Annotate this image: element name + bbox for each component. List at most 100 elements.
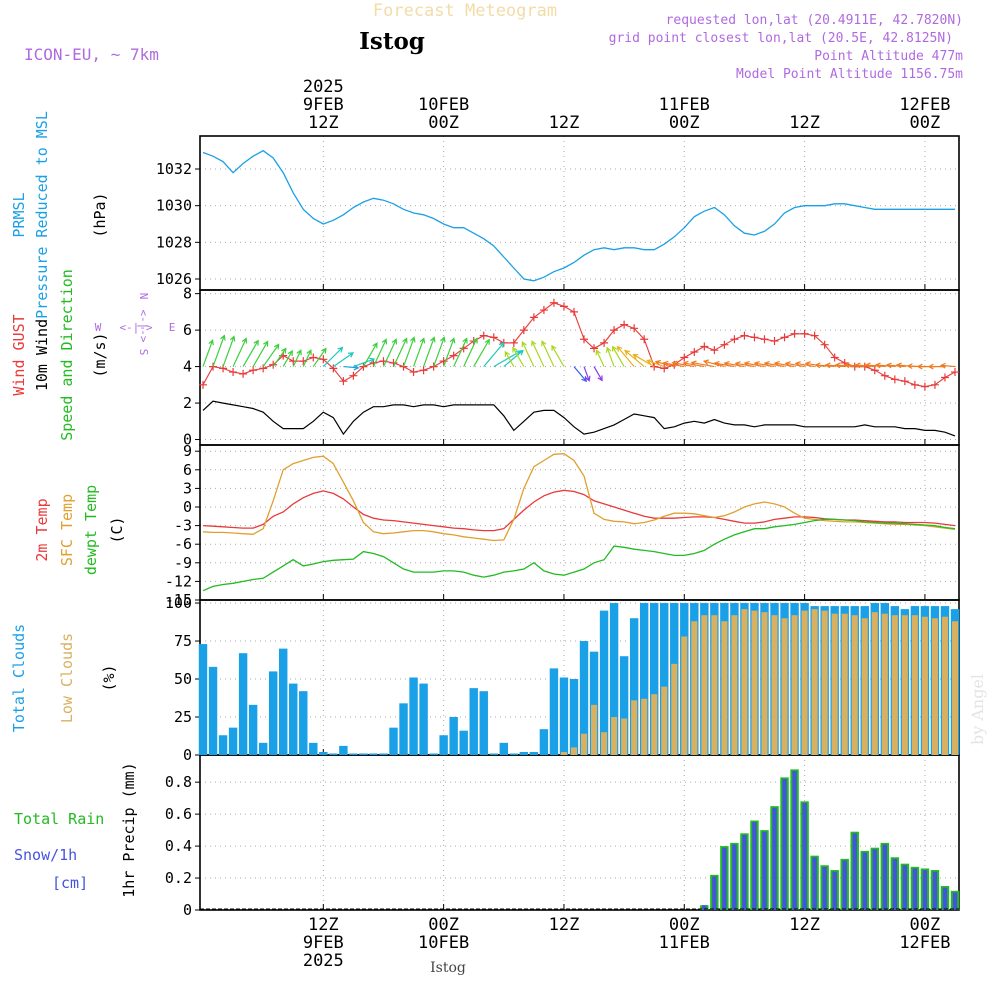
panel-label: Speed and Direction [58, 269, 76, 441]
wind-direction-arrow [222, 335, 236, 367]
panel-label: Pressure Reduced to MSL [33, 111, 51, 319]
wind-direction-arrow [885, 362, 905, 369]
wind-direction-arrow [773, 360, 795, 368]
total-cloud-bar [389, 727, 398, 755]
wind-direction-arrow [232, 337, 248, 367]
snow-bar [902, 865, 908, 910]
ytick-label: 0 [183, 431, 192, 449]
total-cloud-bar [369, 753, 378, 755]
gust-point [339, 377, 348, 386]
wind-direction-arrow [874, 362, 895, 369]
pressure-series [202, 149, 955, 282]
total-cloud-bar [609, 603, 619, 755]
total-cloud-bar [329, 753, 338, 755]
ytick-label: 1032 [156, 160, 192, 178]
wind-direction-arrow [616, 345, 635, 367]
location-title: Istog [359, 28, 425, 55]
total-cloud-bar [309, 742, 318, 755]
compass-h: <-|-> [119, 321, 152, 334]
wind-direction-arrow [212, 334, 226, 367]
total-cloud-bar [459, 730, 468, 755]
low-cloud-bar [711, 615, 718, 755]
wind-direction-arrow [784, 361, 805, 368]
snow-bar [862, 852, 867, 910]
wind-direction-arrow [605, 346, 615, 367]
total-cloud-bar [639, 603, 649, 755]
panel-label: Total Clouds [10, 624, 28, 732]
precip-label-snow: Snow/1h [14, 846, 77, 864]
bottom-time-label: 11FEB [659, 933, 710, 953]
gridpoint-coords: grid point closest lon,lat (20.5E, 42.81… [609, 31, 953, 46]
panel-label: Wind GUST [10, 314, 28, 395]
gust-line [202, 302, 956, 388]
gust-point [660, 364, 669, 373]
temperature-line-2 [202, 518, 956, 592]
snow-bar [872, 849, 877, 910]
ytick-label: 6 [183, 321, 192, 339]
ytick-label: -6 [174, 535, 192, 553]
low-cloud-bar [691, 621, 698, 755]
gust-point [519, 326, 528, 335]
total-cloud-bar [349, 753, 358, 755]
snow-bar [952, 892, 958, 910]
wind-direction-arrow [854, 362, 875, 369]
low-cloud-bar [821, 610, 828, 755]
snow-bar [752, 822, 757, 910]
point-altitude: Point Altitude 477m [814, 49, 963, 64]
panel-frame [199, 754, 960, 911]
snow-bar [782, 778, 787, 910]
wind-direction-arrow [753, 360, 775, 368]
snow-bar [802, 802, 807, 910]
total-cloud-bar [248, 704, 258, 755]
gust-point [770, 337, 779, 346]
panel-label: PRMSL [10, 192, 28, 237]
footer-location: Istog [430, 960, 466, 976]
wind-direction-arrow [541, 340, 555, 367]
wind-direction-arrow [632, 353, 655, 368]
compass-v: <-|-> [137, 309, 150, 342]
snow-bar [832, 871, 837, 910]
panel-label: dewpt Temp [82, 485, 100, 575]
ytick-label: 8 [183, 285, 192, 303]
gust-point [800, 329, 809, 338]
low-cloud-bar [731, 615, 738, 755]
total-cloud-bar [449, 717, 458, 755]
low-cloud-bar [911, 615, 918, 755]
gust-point [229, 368, 238, 377]
total-cloud-bar [379, 753, 388, 755]
total-cloud-bar [319, 751, 328, 755]
wind-direction-arrow [292, 349, 302, 367]
total-cloud-bar [198, 644, 208, 755]
wind-direction-arrow [312, 347, 327, 367]
gust-point [439, 357, 448, 366]
ytick-label: 6 [183, 461, 192, 479]
wind-direction-arrow [794, 361, 815, 368]
low-cloud-bar [681, 636, 688, 755]
bottom-time-label: 2025 [303, 951, 344, 971]
wind-direction-arrow [392, 337, 408, 367]
low-cloud-bar [761, 612, 768, 755]
panel-label: (hPa) [91, 192, 109, 237]
low-cloud-bar [951, 621, 959, 755]
gust-point [820, 340, 829, 349]
snow-bar [792, 770, 797, 910]
wind-direction-arrow [412, 337, 426, 367]
gust-point [680, 353, 689, 362]
total-cloud-bar [289, 683, 298, 755]
labels-temp: 2m Temp SFC Temp dewpt Temp (C) [33, 485, 126, 575]
gust-point [319, 355, 328, 364]
total-cloud-bar [429, 753, 438, 755]
total-cloud-bar [268, 671, 278, 755]
wind-direction-arrow [423, 336, 436, 367]
panel-label: (%) [100, 664, 118, 691]
ytick-label: -3 [174, 517, 192, 535]
wind-direction-arrow [595, 349, 605, 367]
compass-e: E [169, 321, 176, 334]
bottom-time-label: 12Z [789, 915, 820, 935]
wind-direction-arrow [272, 347, 287, 367]
panel-label: 10m Wind [33, 319, 51, 391]
ytick-label: 9 [183, 442, 192, 460]
low-cloud-bar [901, 615, 908, 755]
ytick-label: 4 [183, 358, 192, 376]
